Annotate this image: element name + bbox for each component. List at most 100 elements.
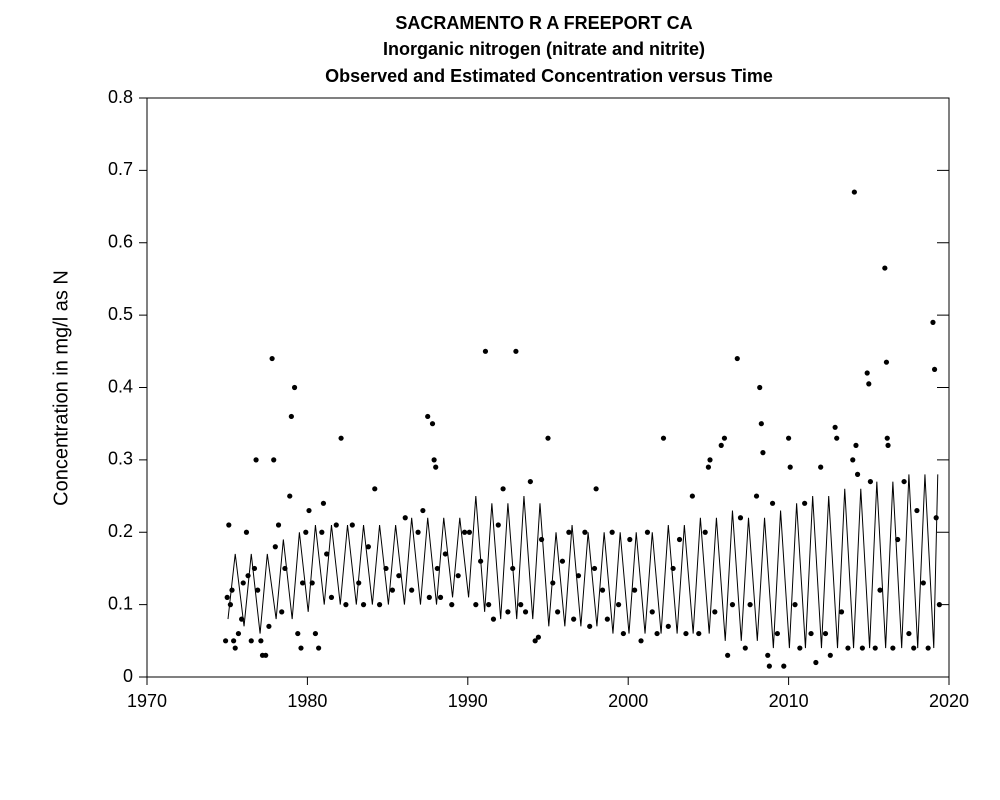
- observed-point: [760, 450, 766, 456]
- observed-point: [627, 536, 633, 543]
- observed-point: [818, 464, 824, 470]
- observed-point: [555, 609, 561, 615]
- observed-point: [838, 609, 845, 615]
- observed-point: [365, 544, 371, 550]
- observed-point: [240, 580, 246, 586]
- observed-point: [299, 580, 306, 586]
- x-tick-label: 2000: [608, 691, 648, 711]
- observed-point: [885, 442, 891, 448]
- observed-point: [298, 645, 304, 651]
- observed-point: [632, 587, 638, 593]
- observed-point: [338, 435, 344, 441]
- y-tick-label: 0.5: [108, 304, 133, 324]
- observed-point: [409, 587, 415, 593]
- observed-point: [372, 486, 378, 492]
- observed-point: [854, 471, 861, 477]
- observed-point: [683, 630, 689, 637]
- observed-point: [930, 319, 936, 325]
- y-tick-label: 0.7: [108, 159, 133, 179]
- observed-point: [255, 587, 261, 593]
- observed-point: [490, 616, 497, 622]
- observed-point: [235, 630, 242, 637]
- observed-point: [545, 435, 551, 441]
- observed-point: [482, 348, 489, 354]
- observed-point: [832, 424, 838, 430]
- observed-point: [914, 507, 920, 514]
- observed-point: [901, 478, 907, 485]
- observed-point: [303, 529, 309, 535]
- observed-point: [676, 536, 683, 543]
- observed-point: [442, 551, 448, 557]
- observed-point: [665, 623, 671, 629]
- estimated-line: [227, 474, 939, 649]
- observed-point: [333, 522, 339, 528]
- observed-point: [620, 630, 626, 637]
- observed-point: [389, 587, 396, 593]
- observed-point: [729, 602, 736, 608]
- observed-point: [593, 486, 599, 492]
- observed-point: [808, 630, 814, 637]
- observed-point: [466, 529, 473, 535]
- observed-point: [243, 529, 250, 535]
- y-tick-label: 0.8: [108, 87, 133, 107]
- observed-point: [272, 544, 278, 550]
- observed-point: [757, 384, 763, 391]
- observed-point: [853, 442, 859, 448]
- observed-point: [429, 421, 436, 427]
- observed-point: [689, 493, 695, 499]
- observed-point: [566, 529, 572, 535]
- observed-point: [702, 529, 708, 535]
- observed-point: [781, 663, 787, 669]
- x-tick-label: 1980: [287, 691, 327, 711]
- observed-point: [591, 565, 598, 572]
- observed-point: [224, 594, 230, 600]
- observed-point: [360, 602, 367, 608]
- observed-point: [275, 522, 282, 528]
- observed-point: [461, 529, 468, 535]
- observed-point: [455, 573, 461, 579]
- observed-point: [792, 602, 798, 608]
- y-tick-label: 0.3: [108, 449, 133, 469]
- observed-point: [343, 602, 349, 608]
- observed-point: [227, 602, 234, 608]
- observed-point: [587, 623, 593, 629]
- observed-point: [522, 609, 529, 615]
- observed-point: [725, 652, 731, 658]
- observed-point: [431, 457, 437, 463]
- observed-point: [269, 355, 275, 362]
- observed-point: [615, 602, 622, 608]
- observed-point: [769, 500, 776, 506]
- observed-point: [920, 580, 926, 586]
- observed-point: [609, 529, 615, 535]
- observed-point: [696, 630, 702, 637]
- observed-point: [845, 645, 851, 651]
- observed-point: [931, 366, 938, 373]
- observed-point: [787, 464, 793, 470]
- observed-point: [851, 189, 857, 195]
- observed-point: [721, 435, 728, 441]
- observed-point: [925, 645, 931, 651]
- chart-subtitle: Observed and Estimated Concentration ver…: [325, 66, 773, 86]
- observed-point: [415, 529, 421, 535]
- x-tick-label: 1990: [448, 691, 488, 711]
- observed-point: [328, 594, 335, 600]
- observed-point: [742, 645, 748, 651]
- x-tick-label: 2010: [769, 691, 809, 711]
- observed-point: [734, 355, 740, 362]
- observed-point: [279, 609, 285, 615]
- observed-point: [433, 464, 439, 470]
- observed-point: [535, 634, 541, 640]
- observed-point: [575, 573, 582, 579]
- observed-point: [936, 602, 942, 608]
- observed-point: [906, 630, 912, 637]
- y-tick-label: 0.1: [108, 593, 133, 613]
- observed-point: [316, 645, 322, 651]
- observed-point: [765, 652, 771, 658]
- observed-point: [933, 515, 939, 521]
- observed-point: [287, 493, 293, 499]
- observed-point: [426, 594, 432, 600]
- observed-point: [425, 413, 431, 420]
- observed-point: [911, 645, 917, 651]
- observed-point: [834, 435, 840, 441]
